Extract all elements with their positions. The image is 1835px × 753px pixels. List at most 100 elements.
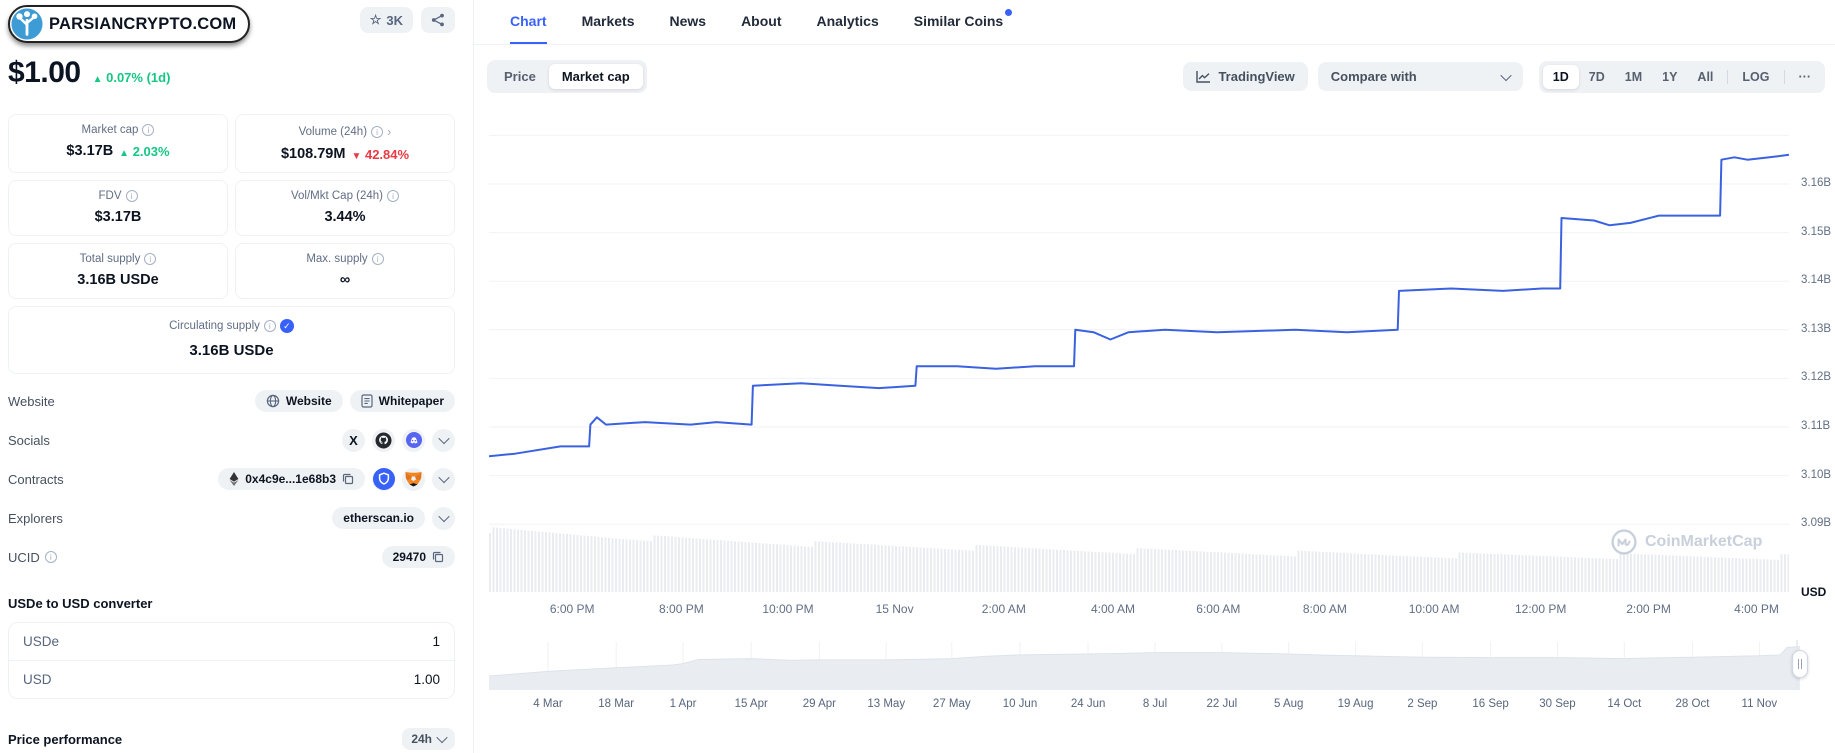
tab-about[interactable]: About — [741, 13, 782, 29]
site-logo-badge[interactable]: PARSIANCRYPTO.COM — [8, 5, 251, 43]
navigator-date: 15 Apr — [734, 698, 768, 710]
contracts-row: Contracts 0x4c9e...1e68b3 — [8, 467, 455, 491]
socials-row: Socials X — [8, 428, 455, 452]
x-tick: 8:00 AM — [1302, 602, 1347, 616]
converter-unit: USDe — [23, 634, 60, 649]
price-marketcap-toggle: Price Market cap — [487, 60, 647, 93]
website-link[interactable]: Website — [254, 390, 343, 412]
y-tick: 3.12B — [1801, 371, 1832, 384]
navigator-date: 10 Jun — [1002, 698, 1038, 710]
more-options-button[interactable]: ··· — [1798, 69, 1812, 84]
tab-similar-coins[interactable]: Similar Coins — [914, 9, 1013, 44]
x-twitter-link[interactable]: X — [342, 428, 365, 452]
performance-range-select[interactable]: 24h — [402, 728, 455, 750]
segment-market-cap[interactable]: Market cap — [548, 64, 643, 89]
navigator-date: 8 Jul — [1142, 698, 1168, 710]
converter-row-usde[interactable]: USDe 1 — [9, 623, 454, 660]
whitepaper-link[interactable]: Whitepaper — [349, 390, 455, 412]
contracts-expand-button[interactable] — [432, 467, 455, 491]
copy-icon[interactable] — [432, 551, 444, 563]
info-icon[interactable] — [387, 190, 400, 202]
tab-markets[interactable]: Markets — [581, 13, 635, 29]
explorer-link[interactable]: etherscan.io — [332, 507, 425, 529]
info-icon[interactable] — [144, 253, 157, 265]
navigator-date: 2 Sep — [1407, 698, 1438, 710]
stat-change: ▲ 2.03% — [119, 143, 170, 159]
document-icon — [361, 394, 373, 408]
coin-logo-icon — [11, 8, 43, 40]
navigator-date: 1 Apr — [669, 698, 697, 710]
coinmarketcap-logo-icon — [1611, 529, 1637, 555]
chevron-right-icon[interactable]: › — [387, 124, 392, 139]
info-icon[interactable] — [125, 190, 138, 202]
socials-expand-button[interactable] — [432, 428, 455, 452]
stat-card-max-supply: Max. supply ∞ — [235, 243, 455, 299]
range-all[interactable]: All — [1697, 69, 1714, 84]
navigator-date: 22 Jul — [1206, 698, 1238, 710]
ucid-row-label: UCID — [8, 550, 57, 565]
info-icon[interactable] — [44, 551, 57, 563]
time-range-group: 1D 7D 1M 1Y All LOG ··· — [1538, 60, 1825, 93]
chart-navigator[interactable] — [488, 640, 1808, 690]
x-tick: 4:00 PM — [1734, 602, 1779, 616]
navigator-date: 16 Sep — [1472, 698, 1509, 710]
x-logo-icon: X — [349, 432, 358, 448]
y-axis-unit: USD — [1801, 585, 1827, 599]
tradingview-button[interactable]: TradingView — [1183, 62, 1308, 91]
share-icon — [431, 13, 444, 27]
explorers-row: Explorers etherscan.io — [8, 506, 455, 530]
info-icon[interactable] — [263, 320, 276, 332]
tab-analytics[interactable]: Analytics — [816, 13, 879, 29]
log-scale-toggle[interactable]: LOG — [1742, 69, 1770, 84]
x-tick: 15 Nov — [875, 602, 914, 616]
stat-label: Volume (24h) — [298, 125, 368, 138]
x-tick: 12:00 PM — [1515, 602, 1567, 616]
segment-price[interactable]: Price — [504, 69, 536, 84]
range-1d[interactable]: 1D — [1542, 64, 1579, 89]
contracts-row-label: Contracts — [8, 471, 64, 487]
socials-row-label: Socials — [8, 432, 50, 448]
range-1m[interactable]: 1M — [1624, 69, 1643, 84]
coin-sidebar: PARSIANCRYPTO.COM ☆ 3K $1.00 ▲ 0.07 — [0, 0, 474, 753]
range-1y[interactable]: 1Y — [1662, 69, 1678, 84]
ucid-row: UCID 29470 — [8, 545, 455, 569]
chevron-down-icon — [436, 731, 448, 744]
y-tick: 3.15B — [1801, 225, 1832, 238]
metamask-button[interactable] — [402, 467, 425, 491]
explorers-expand-button[interactable] — [432, 506, 455, 530]
contract-address-pill[interactable]: 0x4c9e...1e68b3 — [218, 468, 365, 490]
price-performance-header: Price performance 24h — [8, 728, 455, 750]
copy-icon[interactable] — [342, 473, 354, 485]
discord-link[interactable] — [402, 428, 425, 452]
compare-with-select[interactable]: Compare with — [1317, 62, 1523, 91]
stat-label: FDV — [98, 190, 122, 202]
navigator-date: 29 Apr — [802, 698, 836, 710]
info-icon[interactable] — [371, 253, 384, 265]
ucid-pill[interactable]: 29470 — [381, 546, 455, 568]
converter-value-input[interactable]: 1 — [432, 634, 440, 649]
navigator-date: 14 Oct — [1607, 698, 1642, 710]
range-7d[interactable]: 7D — [1588, 69, 1605, 84]
info-icon[interactable] — [142, 124, 155, 136]
tab-news[interactable]: News — [669, 13, 707, 29]
token-security-button[interactable] — [372, 467, 395, 491]
converter-row-usd[interactable]: USD 1.00 — [9, 660, 454, 698]
discord-icon — [405, 432, 422, 448]
coin-tabs: Chart Markets News About Analytics Simil… — [474, 0, 1835, 45]
stat-value: $3.17B — [94, 209, 142, 225]
navigator-drag-handle[interactable] — [1792, 650, 1808, 678]
main-chart[interactable]: 3.16B 3.15B 3.14B 3.13B 3.12B 3.11B 3.10B 3.09B… — [488, 115, 1835, 616]
github-link[interactable] — [372, 428, 395, 452]
navigator-canvas[interactable] — [488, 640, 1801, 690]
info-icon[interactable] — [371, 125, 384, 138]
chevron-down-icon — [437, 471, 450, 484]
tab-chart[interactable]: Chart — [510, 13, 547, 44]
price-row: $1.00 ▲ 0.07% (1d) — [8, 56, 455, 90]
chart-controls: Price Market cap TradingView Compare wit… — [474, 45, 1835, 93]
converter-value-input[interactable]: 1.00 — [413, 672, 440, 687]
navigator-date: 30 Sep — [1539, 698, 1576, 710]
market-cap-chart-canvas[interactable] — [488, 115, 1790, 592]
share-button[interactable] — [421, 7, 455, 33]
watchlist-button[interactable]: ☆ 3K — [359, 7, 413, 33]
